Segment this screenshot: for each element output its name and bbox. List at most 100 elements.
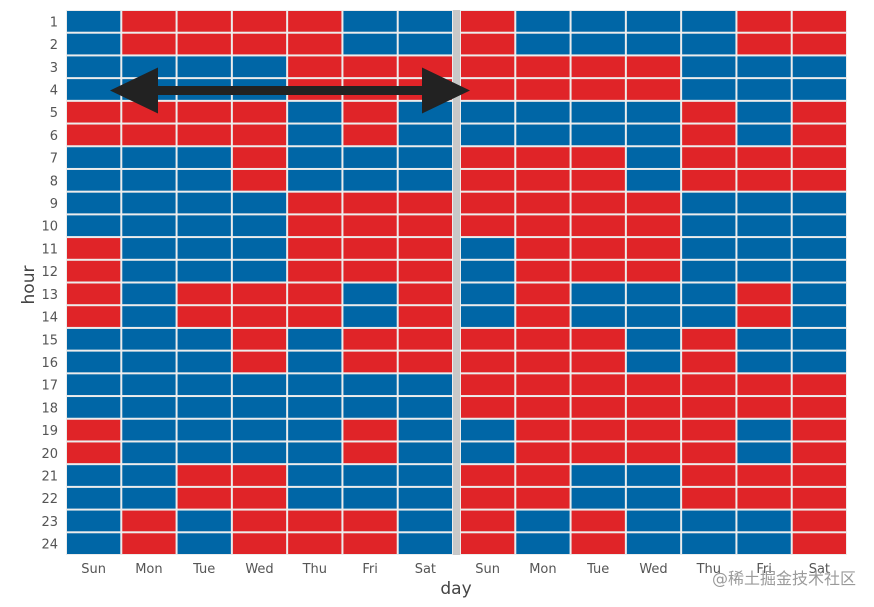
heatmap-cell: [288, 306, 342, 327]
column-separator: [453, 10, 460, 555]
heatmap-cell: [516, 124, 570, 146]
heatmap-cell: [122, 169, 176, 191]
heatmap-cell: [571, 101, 625, 123]
heatmap-cell: [626, 169, 681, 191]
heatmap-cell: [682, 169, 736, 191]
heatmap-cell: [177, 419, 231, 441]
heatmap-cell: [122, 238, 176, 259]
heatmap-cell: [343, 442, 397, 464]
heatmap-cell: [288, 487, 342, 509]
heatmap-cell: [288, 33, 342, 55]
heatmap-cell: [67, 465, 121, 486]
heatmap-cell: [122, 419, 176, 441]
heatmap-cell: [461, 328, 515, 350]
heatmap-cell: [122, 283, 176, 305]
heatmap-cell: [398, 442, 452, 464]
heatmap-cell: [232, 374, 287, 396]
heatmap-cell: [516, 533, 570, 554]
y-tick-label: 15: [41, 333, 58, 348]
heatmap-cell: [571, 238, 625, 259]
heatmap-cell: [343, 487, 397, 509]
heatmap-cell: [122, 487, 176, 509]
y-tick-label: 1: [50, 15, 58, 30]
heatmap-cell: [288, 147, 342, 168]
y-tick-label: 8: [50, 174, 58, 189]
heatmap-cell: [461, 79, 515, 100]
y-tick-label: 6: [50, 129, 58, 144]
heatmap-cell: [571, 533, 625, 554]
heatmap-cell: [682, 124, 736, 146]
heatmap-cell: [682, 192, 736, 214]
heatmap-cell: [343, 328, 397, 350]
heatmap-cell: [737, 487, 791, 509]
heatmap-cell: [288, 124, 342, 146]
heatmap-cell: [737, 147, 791, 168]
heatmap-cell: [67, 11, 121, 32]
heatmap-cell: [737, 465, 791, 486]
heatmap-cell: [232, 306, 287, 327]
heatmap-cell: [682, 374, 736, 396]
heatmap-cell: [177, 192, 231, 214]
heatmap-cell: [571, 11, 625, 32]
y-tick-label: 9: [50, 197, 58, 212]
heatmap-cell: [461, 351, 515, 373]
heatmap-cell: [343, 533, 397, 554]
heatmap-cell: [571, 79, 625, 100]
heatmap-cell: [177, 101, 231, 123]
heatmap-cell: [122, 533, 176, 554]
heatmap-cell: [122, 306, 176, 327]
x-tick-label: Mon: [529, 562, 556, 577]
heatmap-cell: [398, 169, 452, 191]
heatmap-cell: [288, 442, 342, 464]
y-tick-label: 12: [41, 265, 58, 280]
heatmap-cell: [122, 11, 176, 32]
heatmap-cell: [177, 306, 231, 327]
heatmap-cell: [343, 465, 397, 486]
heatmap-cell: [792, 56, 846, 78]
heatmap-cell: [398, 260, 452, 282]
heatmap-cell: [343, 283, 397, 305]
heatmap-cell: [232, 510, 287, 532]
heatmap-cell: [343, 306, 397, 327]
y-tick-label: 17: [41, 379, 58, 394]
heatmap-cells: [67, 10, 846, 555]
heatmap-cell: [682, 306, 736, 327]
heatmap-cell: [737, 442, 791, 464]
heatmap-cell: [67, 169, 121, 191]
heatmap-cell: [461, 56, 515, 78]
heatmap-cell: [288, 101, 342, 123]
heatmap-cell: [67, 397, 121, 418]
heatmap-cell: [343, 260, 397, 282]
heatmap-cell: [792, 238, 846, 259]
heatmap-cell: [516, 419, 570, 441]
heatmap-cell: [343, 351, 397, 373]
heatmap-cell: [516, 397, 570, 418]
heatmap-cell: [398, 510, 452, 532]
heatmap-cell: [232, 11, 287, 32]
heatmap-cell: [516, 260, 570, 282]
heatmap-cell: [682, 351, 736, 373]
heatmap-cell: [461, 192, 515, 214]
heatmap-cell: [571, 397, 625, 418]
heatmap-cell: [461, 169, 515, 191]
double-arrow-annotation: [110, 67, 470, 114]
heatmap-cell: [571, 442, 625, 464]
heatmap-cell: [626, 306, 681, 327]
x-tick-label: Tue: [192, 562, 215, 577]
heatmap-cell: [177, 465, 231, 486]
x-tick-labels: Sun Mon Tue Wed Thu Fri Sat Sun Mon Tue Wed Thu Fri S…: [81, 562, 830, 577]
arrow-head-left: [110, 67, 158, 114]
heatmap-cell: [682, 33, 736, 55]
heatmap-cell: [737, 238, 791, 259]
heatmap-cell: [398, 487, 452, 509]
heatmap-cell: [288, 260, 342, 282]
heatmap-cell: [343, 169, 397, 191]
heatmap-cell: [571, 510, 625, 532]
heatmap-cell: [67, 510, 121, 532]
heatmap-cell: [626, 56, 681, 78]
y-tick-label: 5: [50, 106, 58, 121]
heatmap-cell: [398, 33, 452, 55]
heatmap-cell: [737, 374, 791, 396]
heatmap-cell: [626, 215, 681, 237]
heatmap-cell: [792, 533, 846, 554]
